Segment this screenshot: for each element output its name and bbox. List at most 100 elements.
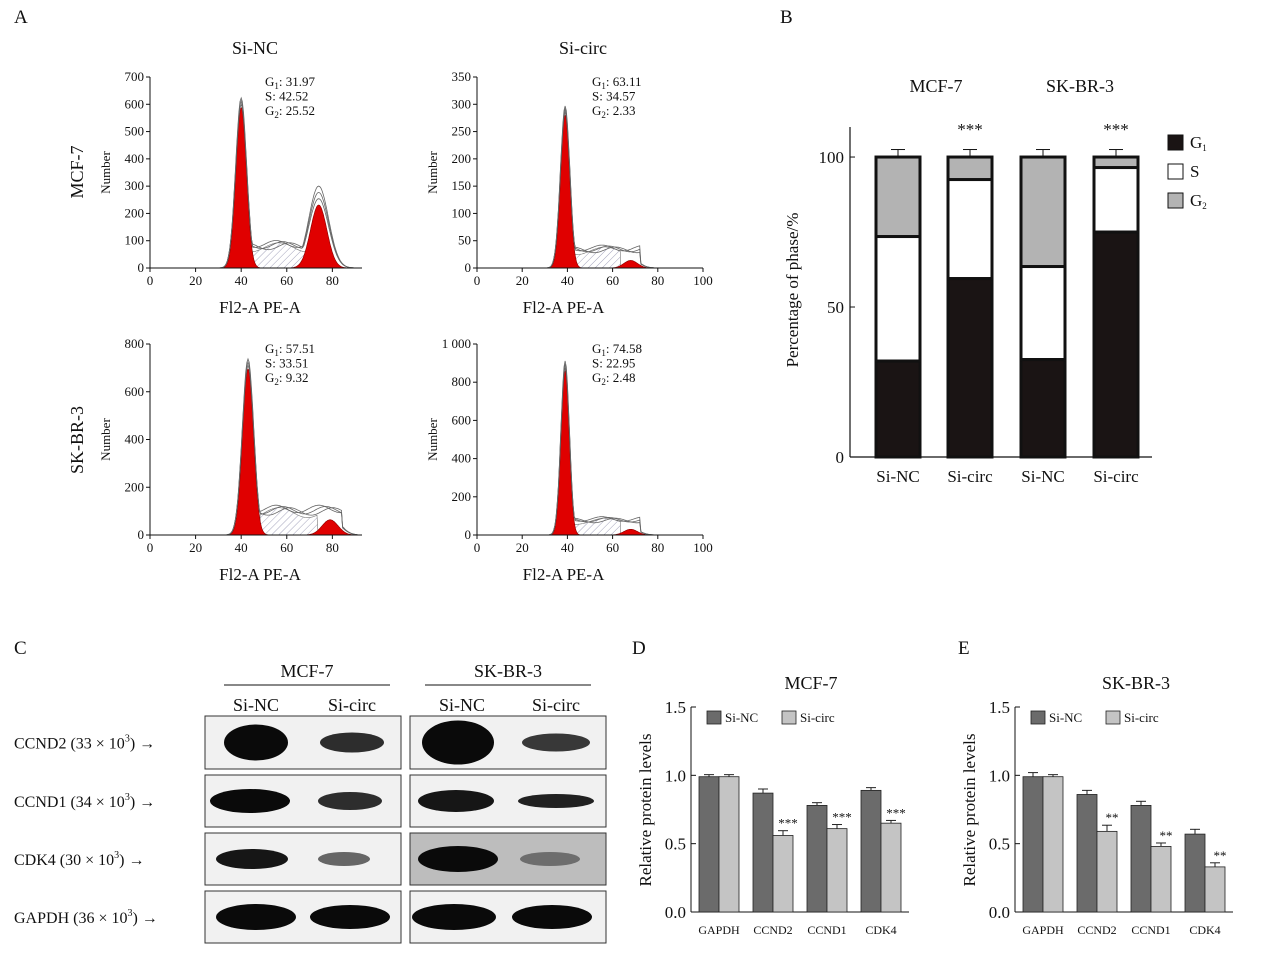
x-tick-label: 80 — [326, 540, 339, 555]
bar-si-circ — [772, 835, 794, 913]
y-tick-label: 1.0 — [665, 766, 686, 785]
x-tick-label: 0 — [147, 540, 154, 555]
b-bar-g1 — [874, 359, 922, 459]
bar-si-nc — [698, 776, 720, 913]
phase-stat: G2: 9.32 — [265, 370, 309, 387]
histogram-1: 0 100 200 300 400 500 600 700 0 20 40 60 80 Fl2-A PE-… — [98, 69, 362, 317]
e-plot: 0.0 0.5 1.0 1.5 GAPDH CCND2 ** CCND1 ** CDK4 ** Si-… — [989, 698, 1233, 937]
y-tick-label: 1 000 — [442, 336, 471, 351]
legend-swatch — [1105, 710, 1121, 725]
s-phase-area — [574, 246, 621, 269]
envelope-trace — [195, 96, 358, 269]
b-x-tick-label: Si-NC — [876, 467, 919, 486]
wb-group-mcf7: MCF-7 — [280, 661, 333, 681]
panel-d-bar-chart: MCF-7 Relative protein levels 0.0 0.5 1.0 1… — [636, 673, 909, 937]
row-label-skbr3: SK-BR-3 — [67, 406, 87, 474]
x-tick-label: 60 — [280, 273, 293, 288]
phase-stat: G2: 25.52 — [265, 103, 315, 120]
e-title: SK-BR-3 — [1102, 673, 1170, 693]
y-tick-label: 150 — [452, 178, 472, 193]
y-tick-label: 100 — [452, 205, 472, 220]
x-tick-label: GAPDH — [1022, 923, 1064, 937]
d-y-axis-label: Relative protein levels — [636, 734, 655, 887]
y-tick-label: 1.5 — [665, 698, 686, 717]
b-significance: *** — [957, 120, 983, 139]
y-tick-label: 50 — [458, 233, 471, 248]
panel-label-b: B — [780, 7, 793, 28]
wb-group-skbr3: SK-BR-3 — [474, 661, 542, 681]
x-tick-label: 0 — [474, 273, 481, 288]
envelope-trace — [522, 367, 699, 536]
wb-protein-label: CCND1 (34 × 103) → — [14, 792, 155, 811]
wb-band — [216, 904, 296, 930]
y-tick-label: 0.5 — [665, 835, 686, 854]
b-bar-g2 — [946, 155, 994, 182]
b-bar-g1 — [946, 277, 994, 459]
wb-protein-label: CDK4 (30 × 103) → — [14, 850, 144, 869]
wb-band — [520, 852, 580, 866]
y-tick-label: 600 — [125, 96, 145, 111]
legend-label: Si-NC — [1049, 710, 1082, 725]
legend-label: Si-NC — [725, 710, 758, 725]
wb-lane-3: Si-NC — [439, 695, 485, 715]
y-tick-label: 600 — [452, 412, 472, 427]
x-tick-label: 100 — [693, 273, 713, 288]
wb-band — [422, 720, 494, 765]
bar-si-nc — [1022, 776, 1044, 913]
x-axis-label: Fl2-A PE-A — [523, 298, 605, 317]
phase-stat: S: 42.52 — [265, 89, 308, 104]
bar-si-nc — [1130, 805, 1152, 913]
group-label-mcf7: MCF-7 — [909, 76, 962, 96]
x-tick-label: CCND2 — [1077, 923, 1116, 937]
wb-band — [518, 794, 594, 808]
y-tick-label: 200 — [452, 151, 472, 166]
legend-swatch — [1030, 710, 1046, 725]
panel-c-western-blot: MCF-7 SK-BR-3 Si-NC Si-circ Si-NC Si-cir… — [14, 661, 607, 944]
y-axis-label: Number — [98, 418, 113, 461]
y-tick-label: 800 — [125, 336, 145, 351]
histogram-2: 0 50 100 150 200 250 300 350 0 20 40 60 80 100 Fl2-A P… — [425, 69, 713, 317]
b-plot: 0 50 100 Si-NC Si-circ *** Si-NC Si-circ *** G1 SG… — [819, 120, 1207, 486]
phase-stat: G2: 2.33 — [592, 103, 636, 120]
y-tick-label: 0 — [465, 527, 472, 542]
d-title: MCF-7 — [784, 673, 837, 693]
y-tick-label: 100 — [125, 233, 145, 248]
b-legend-label: S — [1190, 162, 1199, 181]
histogram-3: 0 200 400 600 800 0 20 40 60 80 Fl2-A PE-A Number G1… — [98, 336, 362, 584]
bar-si-nc — [1076, 794, 1098, 913]
b-legend-label: G1 — [1190, 133, 1207, 153]
col-title-si-circ: Si-circ — [559, 38, 607, 58]
y-tick-label: 300 — [125, 178, 145, 193]
x-tick-label: CDK4 — [1189, 923, 1220, 937]
phase-stat: G1: 31.97 — [265, 74, 316, 91]
d-plot: 0.0 0.5 1.0 1.5 GAPDH CCND2 *** CCND1 *** CDK4 ***… — [665, 698, 909, 937]
b-y-axis-label: Percentage of phase/% — [783, 213, 802, 368]
b-legend-swatch — [1167, 134, 1184, 151]
b-legend-label: G2 — [1190, 191, 1207, 211]
y-tick-label: 600 — [125, 384, 145, 399]
phase-stat: G1: 63.11 — [592, 74, 642, 91]
y-tick-label: 400 — [125, 151, 145, 166]
wb-band — [418, 790, 494, 812]
x-tick-label: CCND2 — [753, 923, 792, 937]
x-axis-label: Fl2-A PE-A — [523, 565, 605, 584]
x-axis-label: Fl2-A PE-A — [219, 298, 301, 317]
wb-lane-1: Si-NC — [233, 695, 279, 715]
x-tick-label: 80 — [651, 273, 664, 288]
wb-row-1: CCND2 (33 × 103) → — [14, 715, 607, 770]
y-tick-label: 800 — [452, 374, 472, 389]
bar-si-nc — [752, 792, 774, 913]
bar-si-circ — [1096, 830, 1118, 913]
phase-stat: S: 34.57 — [592, 89, 636, 104]
x-tick-label: 20 — [516, 540, 529, 555]
wb-protein-label: CCND2 (33 × 103) → — [14, 734, 155, 753]
panel-label-a: A — [14, 7, 28, 28]
g1-peak — [546, 114, 584, 269]
wb-lane-2: Si-circ — [328, 695, 376, 715]
y-tick-label: 0 — [138, 260, 145, 275]
legend-swatch — [781, 710, 797, 725]
bar-si-nc — [1184, 833, 1206, 913]
wb-band — [310, 905, 390, 929]
x-tick-label: GAPDH — [698, 923, 740, 937]
